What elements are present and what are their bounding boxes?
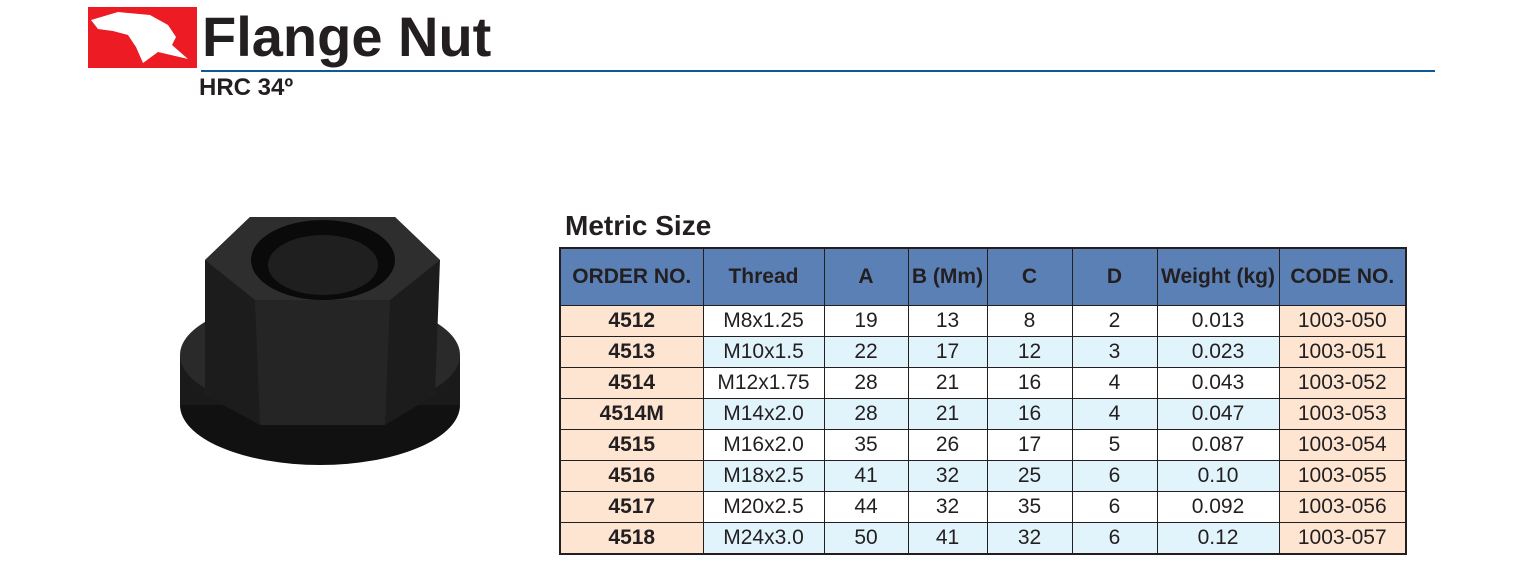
table-cell: 4516: [559, 460, 704, 492]
table-cell: 5: [1071, 429, 1158, 461]
table-row: 4517 M20x2.5 44 32 35 6 0.092 1003-056: [559, 491, 1407, 523]
table-cell: M10x1.5: [702, 336, 825, 368]
table-cell: 4513: [559, 336, 704, 368]
table-cell: 32: [907, 491, 988, 523]
table-cell: 1003-050: [1278, 305, 1407, 337]
column-header: CODE NO.: [1278, 247, 1407, 306]
table-cell: 1003-056: [1278, 491, 1407, 523]
table-cell: 32: [907, 460, 988, 492]
table-cell: 21: [907, 367, 988, 399]
column-header: Thread: [702, 247, 825, 306]
table-cell: 12: [986, 336, 1073, 368]
table-cell: 28: [823, 367, 909, 399]
table-cell: 0.12: [1156, 522, 1280, 555]
column-header: A: [823, 247, 909, 306]
table-cell: 26: [907, 429, 988, 461]
column-header: B (Mm): [907, 247, 988, 306]
table-cell: 0.087: [1156, 429, 1280, 461]
table-row: 4515 M16x2.0 35 26 17 5 0.087 1003-054: [559, 429, 1407, 461]
flange-nut-image: [180, 217, 460, 465]
table-cell: M12x1.75: [702, 367, 825, 399]
table-cell: 1003-052: [1278, 367, 1407, 399]
table-cell: 6: [1071, 522, 1158, 555]
table-cell: 6: [1071, 491, 1158, 523]
table-cell: M24x3.0: [702, 522, 825, 555]
table-cell: 4: [1071, 398, 1158, 430]
table-cell: 44: [823, 491, 909, 523]
table-cell: 16: [986, 367, 1073, 399]
table-cell: M16x2.0: [702, 429, 825, 461]
table-cell: M14x2.0: [702, 398, 825, 430]
table-cell: 4514M: [559, 398, 704, 430]
subtitle: HRC 34º: [199, 74, 294, 101]
table-cell: 19: [823, 305, 909, 337]
title-rule: [201, 70, 1435, 72]
table-cell: 13: [907, 305, 988, 337]
table-cell: 4: [1071, 367, 1158, 399]
table-cell: 4514: [559, 367, 704, 399]
table-cell: 0.10: [1156, 460, 1280, 492]
table-cell: 17: [907, 336, 988, 368]
table-cell: 41: [907, 522, 988, 555]
table-cell: 1003-051: [1278, 336, 1407, 368]
eagle-logo: [88, 7, 197, 68]
table-cell: 2: [1071, 305, 1158, 337]
table-cell: 21: [907, 398, 988, 430]
column-header: C: [986, 247, 1073, 306]
table-cell: 0.023: [1156, 336, 1280, 368]
table-cell: 41: [823, 460, 909, 492]
table-cell: 0.013: [1156, 305, 1280, 337]
table-cell: 35: [823, 429, 909, 461]
column-header: D: [1071, 247, 1158, 306]
table-cell: 32: [986, 522, 1073, 555]
table-cell: 17: [986, 429, 1073, 461]
table-cell: 8: [986, 305, 1073, 337]
table-row: 4513 M10x1.5 22 17 12 3 0.023 1003-051: [559, 336, 1407, 368]
table-row: 4512 M8x1.25 19 13 8 2 0.013 1003-050: [559, 305, 1407, 337]
table-cell: M20x2.5: [702, 491, 825, 523]
table-cell: 4517: [559, 491, 704, 523]
table-cell: 1003-055: [1278, 460, 1407, 492]
table-cell: 1003-053: [1278, 398, 1407, 430]
table-row: 4514 M12x1.75 28 21 16 4 0.043 1003-052: [559, 367, 1407, 399]
table-cell: 35: [986, 491, 1073, 523]
table-cell: 1003-057: [1278, 522, 1407, 555]
page-title: Flange Nut: [202, 5, 492, 68]
table-cell: 0.047: [1156, 398, 1280, 430]
table-row: 4518 M24x3.0 50 41 32 6 0.12 1003-057: [559, 522, 1407, 555]
table-cell: 0.043: [1156, 367, 1280, 399]
table-cell: 50: [823, 522, 909, 555]
column-header: ORDER NO.: [559, 247, 704, 306]
table-cell: 16: [986, 398, 1073, 430]
column-header: Weight (kg): [1156, 247, 1280, 306]
table-cell: 4515: [559, 429, 704, 461]
table-cell: 28: [823, 398, 909, 430]
table-cell: 0.092: [1156, 491, 1280, 523]
table-cell: M8x1.25: [702, 305, 825, 337]
table-cell: 4518: [559, 522, 704, 555]
table-cell: 4512: [559, 305, 704, 337]
table-cell: 1003-054: [1278, 429, 1407, 461]
table-row: 4516 M18x2.5 41 32 25 6 0.10 1003-055: [559, 460, 1407, 492]
table-cell: 6: [1071, 460, 1158, 492]
table-row: 4514M M14x2.0 28 21 16 4 0.047 1003-053: [559, 398, 1407, 430]
table-cell: M18x2.5: [702, 460, 825, 492]
table-title: Metric Size: [565, 210, 712, 241]
table-cell: 3: [1071, 336, 1158, 368]
metric-size-table: ORDER NO. Thread A B (Mm) C D Weight (kg) CODE …: [559, 247, 1407, 555]
table-cell: 22: [823, 336, 909, 368]
table-cell: 25: [986, 460, 1073, 492]
